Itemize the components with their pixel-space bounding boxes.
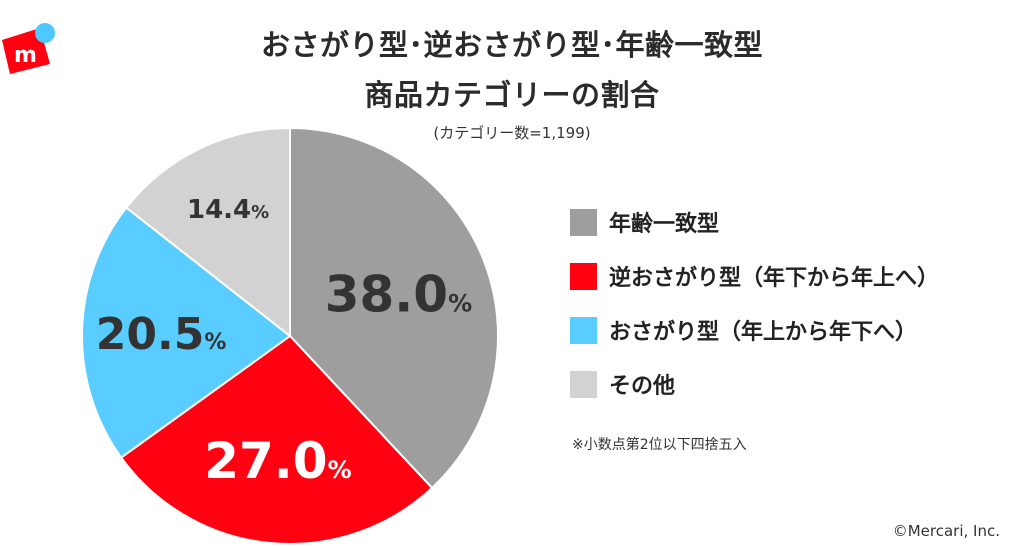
legend-item: おさがり型（年上から年下へ） [570,314,939,346]
rounding-note: ※小数点第2位以下四捨五入 [572,437,747,453]
slice-value-label: 27.0% [204,432,351,490]
pie-chart: 38.0% 27.0% 20.5% 14.4% [81,126,499,545]
pie-slice [124,126,291,339]
legend-item: 逆おさがり型（年下から年上へ） [570,260,939,292]
pie-slice [289,126,499,490]
chart-legend: 年齢一致型逆おさがり型（年下から年上へ） おさがり型（年上から年下へ） その他 [570,206,939,422]
legend-label: 逆おさがり型（年下から年上へ） [609,266,940,291]
slice-value-label: 20.5% [96,309,227,360]
slice-value-label: 14.4% [187,195,269,225]
legend-item: 年齢一致型 [570,206,939,238]
legend-label: その他 [609,374,676,399]
legend-swatch [570,208,597,236]
legend-item: その他 [570,368,939,400]
chart-subtitle: (カテゴリー数=1,199) [433,124,591,142]
svg-text:m: m [14,43,37,68]
copyright: ©Mercari, Inc. [892,522,1000,540]
slice-value-label: 38.0% [325,265,472,323]
chart-title-line1: おさがり型･逆おさがり型･年齢一致型 [260,28,763,62]
legend-label: 年齢一致型 [609,212,720,237]
legend-swatch [570,262,597,290]
legend-label: おさがり型（年上から年下へ） [609,320,918,345]
mercari-logo-icon: m [2,23,55,74]
legend-swatch [570,316,597,344]
legend-swatch [570,370,597,398]
chart-title-line2: 商品カテゴリーの割合 [364,78,660,112]
pie-slice [81,206,292,459]
